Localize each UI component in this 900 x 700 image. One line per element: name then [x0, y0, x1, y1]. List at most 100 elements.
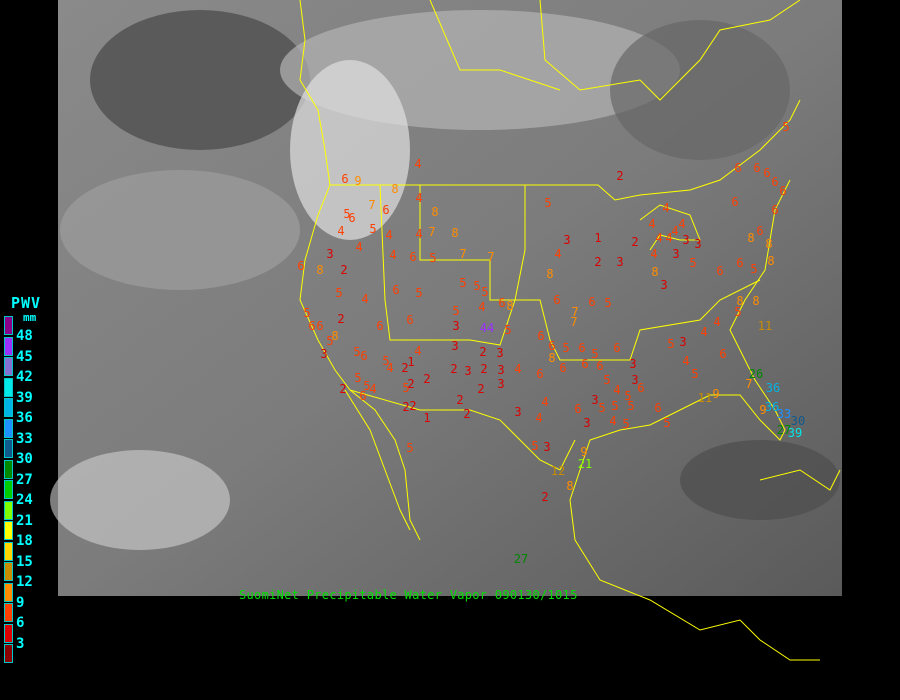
station-pwv-value: 4 — [671, 224, 678, 238]
station-pwv-value: 5 — [667, 337, 674, 351]
station-pwv-value: 4 — [713, 315, 720, 329]
station-pwv-value: 4 — [369, 382, 376, 396]
station-pwv-value: 3 — [679, 335, 686, 349]
station-pwv-value: 7 — [571, 305, 578, 319]
station-pwv-value: 6 — [341, 172, 348, 186]
station-pwv-value: 4 — [609, 414, 616, 428]
legend-swatch — [4, 418, 13, 438]
cloud-mass — [60, 170, 300, 290]
station-pwv-value: 3 — [326, 247, 333, 261]
station-pwv-value: 5 — [689, 256, 696, 270]
station-pwv-value: 8 — [431, 205, 438, 219]
station-pwv-value: 5 — [663, 416, 670, 430]
station-pwv-value: 5 — [354, 371, 361, 385]
station-pwv-value: 6 — [756, 224, 763, 238]
station-pwv-value: 1 — [594, 231, 601, 245]
station-pwv-value: 6 — [588, 295, 595, 309]
legend-swatch — [4, 398, 13, 417]
legend-swatch — [4, 480, 13, 499]
station-pwv-value: 6 — [498, 296, 505, 310]
station-pwv-value: 5 — [473, 279, 480, 293]
station-pwv-value: 2 — [337, 312, 344, 326]
station-pwv-value: 4 — [414, 157, 421, 171]
station-pwv-value: 2 — [409, 399, 416, 413]
station-pwv-value: 4 — [478, 300, 485, 314]
legend-label: 21 — [16, 512, 33, 529]
station-pwv-value: 2 — [339, 382, 346, 396]
legend-label: 45 — [16, 348, 33, 365]
station-pwv-value: 6 — [731, 195, 738, 209]
station-pwv-value: 8 — [548, 351, 555, 365]
station-pwv-value: 26 — [749, 367, 763, 381]
legend-unit: mm — [23, 311, 37, 324]
station-pwv-value: 6 — [736, 256, 743, 270]
station-pwv-value: 3 — [672, 247, 679, 261]
station-pwv-value: 2 — [402, 400, 409, 414]
station-pwv-value: 4 — [648, 217, 655, 231]
station-pwv-value: 5 — [531, 439, 538, 453]
station-pwv-value: 3 — [631, 373, 638, 387]
station-pwv-value: 5 — [335, 286, 342, 300]
station-pwv-value: 6 — [719, 347, 726, 361]
legend-swatch — [4, 521, 13, 540]
station-pwv-value: 4 — [682, 354, 689, 368]
station-pwv-value: 4 — [678, 217, 685, 231]
legend-label: 24 — [16, 492, 33, 508]
station-pwv-value: 5 — [782, 120, 789, 134]
station-pwv-value: 3 — [464, 364, 471, 378]
station-pwv-value: 11 — [698, 391, 712, 405]
station-pwv-value: 8 — [765, 237, 772, 251]
station-pwv-value: 7 — [428, 225, 435, 239]
legend-label: 18 — [16, 533, 33, 549]
station-pwv-value: 5 — [415, 286, 422, 300]
station-pwv-value: 3 — [563, 233, 570, 247]
station-pwv-value: 27 — [514, 552, 528, 566]
legend-label: 39 — [16, 389, 33, 406]
station-pwv-value: 6 — [581, 357, 588, 371]
legend-swatch — [4, 316, 13, 335]
legend-label: 12 — [16, 574, 33, 590]
station-pwv-value: 6 — [392, 283, 399, 297]
station-pwv-value: 3 — [629, 357, 636, 371]
station-pwv-value: 6 — [308, 319, 315, 333]
station-pwv-value: 27 — [777, 423, 791, 437]
station-pwv-value: 5 — [369, 222, 376, 236]
station-pwv-value: 6 — [316, 319, 323, 333]
station-pwv-value: 8 — [566, 479, 573, 493]
station-pwv-value: 5 — [591, 347, 598, 361]
station-pwv-value: 6 — [359, 389, 366, 403]
legend-swatch — [4, 336, 13, 356]
station-pwv-value: 9 — [759, 403, 766, 417]
station-pwv-value: 5 — [429, 251, 436, 265]
station-pwv-value: 2 — [479, 345, 486, 359]
station-pwv-value: 4 — [662, 201, 669, 215]
station-pwv-value: 4 — [415, 227, 422, 241]
station-pwv-value: 7 — [570, 315, 577, 329]
station-pwv-value: 6 — [771, 175, 778, 189]
station-pwv-value: 2 — [631, 235, 638, 249]
station-pwv-value: 6 — [406, 313, 413, 327]
station-pwv-value: 21 — [578, 457, 592, 471]
station-pwv-value: 4 — [386, 361, 393, 375]
station-pwv-value: 5 — [452, 304, 459, 318]
station-pwv-value: 8 — [736, 294, 743, 308]
station-pwv-value: 3 — [496, 346, 503, 360]
station-pwv-value: 2 — [477, 382, 484, 396]
station-pwv-value: 2 — [541, 490, 548, 504]
station-pwv-value: 4 — [385, 228, 392, 242]
station-pwv-value: 12 — [551, 464, 565, 478]
political-boundaries — [299, 0, 841, 661]
station-pwv-value: 3 — [451, 339, 458, 353]
legend-label: 6 — [16, 615, 25, 631]
station-pwv-value: 6 — [409, 250, 416, 264]
station-pwv-value: 8 — [451, 226, 458, 240]
legend-label: 42 — [16, 369, 33, 385]
cloud-mass — [610, 20, 790, 160]
station-pwv-value: 4 — [337, 224, 344, 238]
legend-title: PWV — [11, 294, 42, 312]
station-pwv-value: 5 — [406, 441, 413, 455]
station-pwv-value: 2 — [456, 393, 463, 407]
legend-label: 30 — [16, 451, 33, 467]
legend-swatch — [4, 500, 13, 520]
